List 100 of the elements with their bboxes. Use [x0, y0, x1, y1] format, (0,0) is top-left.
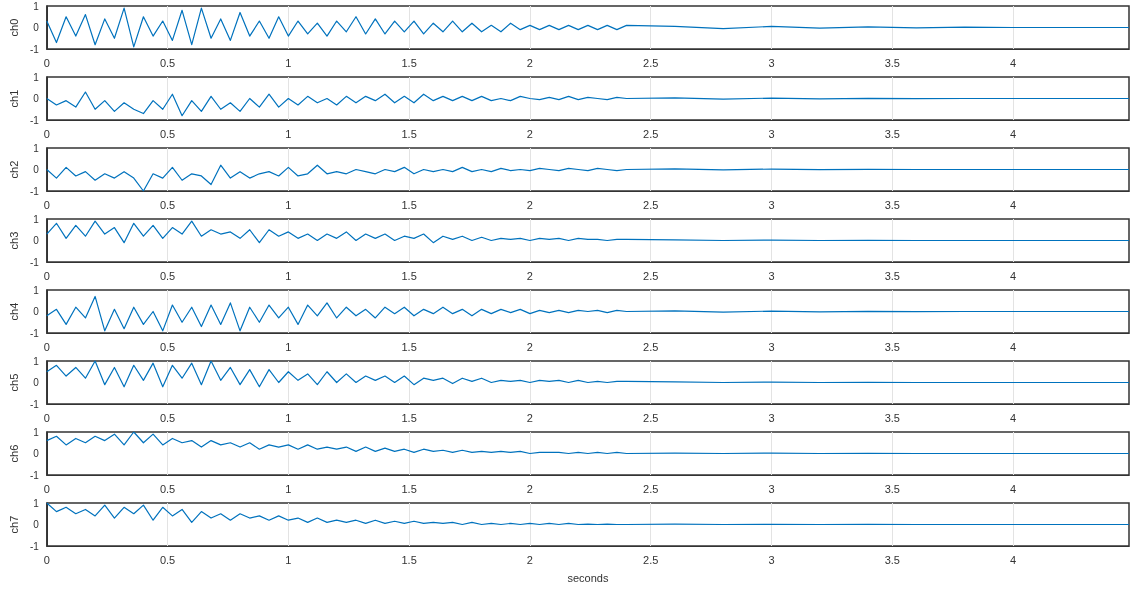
x-tick-label: 2.5	[643, 127, 659, 140]
y-tick-label: -1	[29, 185, 40, 197]
x-tick-label: 3.5	[884, 411, 900, 424]
x-tick-label: 2.5	[643, 198, 659, 211]
x-tick-label: 3	[768, 198, 775, 211]
x-tick-label: 0	[43, 482, 50, 495]
x-tick-label: 2.5	[643, 411, 659, 424]
y-tick-label: -1	[29, 540, 40, 552]
x-tick-label: 3.5	[884, 269, 900, 282]
x-tick-label: 0.5	[159, 269, 176, 282]
x-tick-label: 2	[526, 482, 533, 495]
line-series	[46, 502, 1130, 526]
x-tick-label: 4	[1009, 340, 1017, 353]
x-tick-label: 2	[526, 56, 533, 69]
y-tick-label: -1	[29, 398, 40, 410]
line-series	[46, 431, 1130, 455]
x-tick-label: 3.5	[884, 553, 900, 566]
x-tick-label: 4	[1009, 127, 1017, 140]
x-tick-label: 1.5	[401, 56, 417, 69]
x-tick-label: 3	[768, 269, 775, 282]
x-tick-label: 0.5	[159, 411, 176, 424]
y-tick-label: 0	[33, 93, 40, 104]
x-tick-label: 2	[526, 127, 533, 140]
x-tick-label: 0	[43, 56, 50, 69]
y-tick-label: 0	[33, 164, 40, 175]
x-tick-label: 2.5	[643, 553, 659, 566]
x-tick-label: 1.5	[401, 411, 417, 424]
y-tick-label: 0	[33, 377, 40, 388]
y-axis-title: ch4	[7, 302, 20, 321]
y-tick-label: 1	[33, 497, 40, 509]
x-tick-label: 0.5	[159, 198, 176, 211]
x-tick-label: 4	[1009, 56, 1017, 69]
y-tick-label: -1	[29, 256, 40, 268]
x-tick-label: 4	[1009, 269, 1017, 282]
line-series	[46, 360, 1130, 388]
x-tick-label: 0	[43, 127, 50, 140]
y-axis-title: ch7	[7, 515, 20, 534]
x-tick-label: 3.5	[884, 340, 900, 353]
x-tick-label: 2	[526, 340, 533, 353]
x-tick-label: 1.5	[401, 127, 417, 140]
x-tick-label: 2.5	[643, 482, 659, 495]
x-tick-label: 1	[285, 198, 292, 211]
x-tick-label: 4	[1009, 482, 1017, 495]
x-tick-label: 3	[768, 56, 775, 69]
x-tick-label: 3	[768, 553, 775, 566]
x-tick-label: 0.5	[159, 127, 176, 140]
x-tick-label: 0.5	[159, 553, 176, 566]
x-tick-label: 2	[526, 269, 533, 282]
x-tick-label: 0.5	[159, 340, 176, 353]
y-tick-label: 1	[33, 284, 40, 296]
y-tick-label: 1	[33, 426, 40, 438]
x-tick-label: 2	[526, 411, 533, 424]
y-axis-title: ch5	[7, 373, 20, 392]
x-tick-label: 0	[43, 340, 50, 353]
y-tick-label: -1	[29, 327, 40, 339]
line-series	[46, 91, 1130, 117]
x-tick-label: 2.5	[643, 269, 659, 282]
x-tick-label: 0	[43, 553, 50, 566]
x-tick-label: 0	[43, 411, 50, 424]
y-axis-title: ch3	[7, 231, 20, 250]
x-tick-label: 4	[1009, 553, 1017, 566]
y-tick-label: -1	[29, 114, 40, 126]
x-tick-label: 3	[768, 411, 775, 424]
x-tick-label: 1.5	[401, 269, 417, 282]
x-tick-label: 3.5	[884, 482, 900, 495]
x-tick-label: 3.5	[884, 56, 900, 69]
x-tick-label: 2.5	[643, 340, 659, 353]
y-axis-title: ch6	[7, 444, 20, 463]
x-tick-label: 1	[285, 127, 292, 140]
x-tick-label: 0	[43, 198, 50, 211]
y-tick-label: -1	[29, 469, 40, 481]
x-tick-label: 2	[526, 198, 533, 211]
x-tick-label: 1	[285, 411, 292, 424]
x-tick-label: 1	[285, 56, 292, 69]
x-tick-label: 3	[768, 482, 775, 495]
x-tick-label: 1	[285, 482, 292, 495]
line-series	[46, 220, 1130, 244]
x-tick-label: 0.5	[159, 482, 176, 495]
y-tick-label: 0	[33, 306, 40, 317]
x-tick-label: 0.5	[159, 56, 176, 69]
x-tick-label: 1	[285, 269, 292, 282]
y-tick-label: 0	[33, 448, 40, 459]
x-tick-label: 4	[1009, 198, 1017, 211]
x-tick-label: 3	[768, 340, 775, 353]
x-tick-label: 3.5	[884, 127, 900, 140]
x-tick-label: 3	[768, 127, 775, 140]
y-axis-title: ch1	[7, 89, 20, 108]
y-tick-label: 0	[33, 235, 40, 246]
y-tick-label: 1	[33, 213, 40, 225]
x-tick-label: 1.5	[401, 340, 417, 353]
x-tick-label: 1.5	[401, 553, 417, 566]
y-tick-label: 1	[33, 355, 40, 367]
y-axis-title: ch2	[7, 160, 20, 179]
y-tick-label: -1	[29, 43, 40, 55]
x-tick-label: 1.5	[401, 198, 417, 211]
x-tick-label: 2.5	[643, 56, 659, 69]
y-tick-label: 1	[33, 142, 40, 154]
x-tick-label: 1.5	[401, 482, 417, 495]
x-tick-label: 1	[285, 553, 292, 566]
y-tick-label: 0	[33, 519, 40, 530]
